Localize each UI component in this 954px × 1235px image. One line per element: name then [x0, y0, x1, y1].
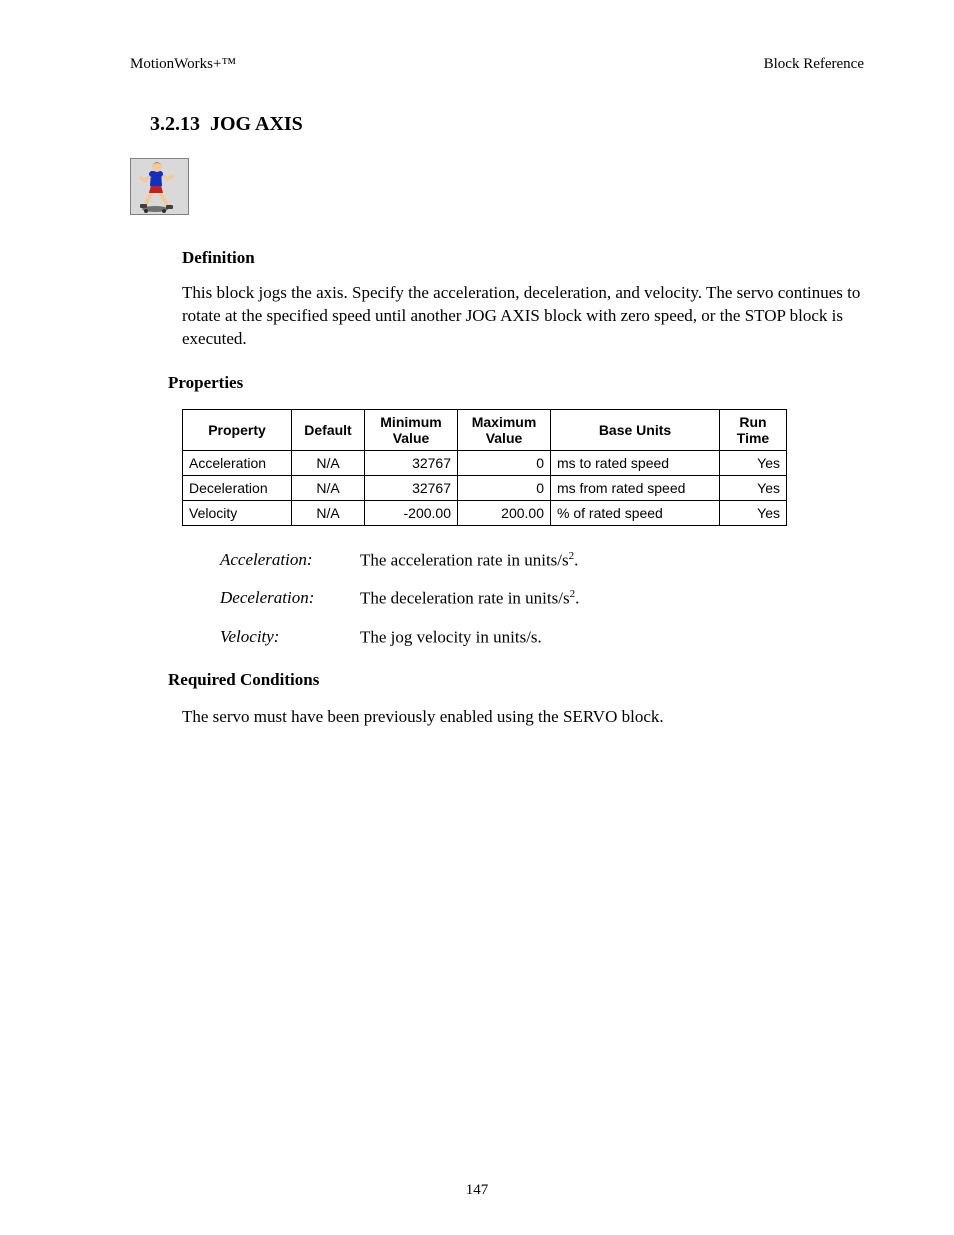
cell-runtime: Yes — [720, 475, 787, 500]
cell-max: 0 — [458, 475, 551, 500]
definition-row: Deceleration: The deceleration rate in u… — [220, 588, 864, 609]
header-right: Block Reference — [764, 56, 864, 73]
col-runtime: Run Time — [720, 409, 787, 450]
properties-heading: Properties — [168, 373, 864, 393]
definition-row: Velocity: The jog velocity in units/s. — [220, 627, 864, 648]
jog-axis-icon — [130, 158, 189, 215]
cell-min: 32767 — [365, 450, 458, 475]
col-max: Maximum Value — [458, 409, 551, 450]
cell-runtime: Yes — [720, 500, 787, 525]
required-heading: Required Conditions — [168, 670, 864, 690]
def-desc: The deceleration rate in units/s2. — [360, 588, 579, 609]
page: MotionWorks+™ Block Reference 3.2.13 JOG… — [0, 0, 954, 1235]
cell-units: % of rated speed — [551, 500, 720, 525]
cell-runtime: Yes — [720, 450, 787, 475]
cell-property: Deceleration — [183, 475, 292, 500]
cell-default: N/A — [292, 450, 365, 475]
definition-row: Acceleration: The acceleration rate in u… — [220, 550, 864, 571]
def-term: Velocity: — [220, 627, 360, 648]
section-number: 3.2.13 — [150, 113, 200, 135]
section-title: 3.2.13 JOG AXIS — [150, 113, 864, 136]
def-term: Deceleration: — [220, 588, 360, 609]
definition-text: This block jogs the axis. Specify the ac… — [182, 282, 864, 351]
col-default: Default — [292, 409, 365, 450]
cell-default: N/A — [292, 500, 365, 525]
cell-units: ms to rated speed — [551, 450, 720, 475]
page-header: MotionWorks+™ Block Reference — [130, 56, 864, 73]
def-term: Acceleration: — [220, 550, 360, 571]
cell-min: 32767 — [365, 475, 458, 500]
page-number: 147 — [0, 1182, 954, 1199]
header-left: MotionWorks+™ — [130, 56, 236, 73]
required-text: The servo must have been previously enab… — [182, 706, 864, 729]
property-definitions: Acceleration: The acceleration rate in u… — [220, 550, 864, 648]
table-row: Velocity N/A -200.00 200.00 % of rated s… — [183, 500, 787, 525]
table-row: Deceleration N/A 32767 0 ms from rated s… — [183, 475, 787, 500]
col-property: Property — [183, 409, 292, 450]
cell-units: ms from rated speed — [551, 475, 720, 500]
cell-max: 200.00 — [458, 500, 551, 525]
section-name: JOG AXIS — [210, 113, 303, 135]
cell-property: Acceleration — [183, 450, 292, 475]
cell-max: 0 — [458, 450, 551, 475]
def-desc: The jog velocity in units/s. — [360, 627, 542, 648]
col-units: Base Units — [551, 409, 720, 450]
properties-table: Property Default Minimum Value Maximum V… — [182, 409, 787, 526]
def-desc: The acceleration rate in units/s2. — [360, 550, 578, 571]
table-header-row: Property Default Minimum Value Maximum V… — [183, 409, 787, 450]
col-min: Minimum Value — [365, 409, 458, 450]
cell-property: Velocity — [183, 500, 292, 525]
definition-heading: Definition — [182, 248, 864, 268]
cell-min: -200.00 — [365, 500, 458, 525]
table-row: Acceleration N/A 32767 0 ms to rated spe… — [183, 450, 787, 475]
cell-default: N/A — [292, 475, 365, 500]
